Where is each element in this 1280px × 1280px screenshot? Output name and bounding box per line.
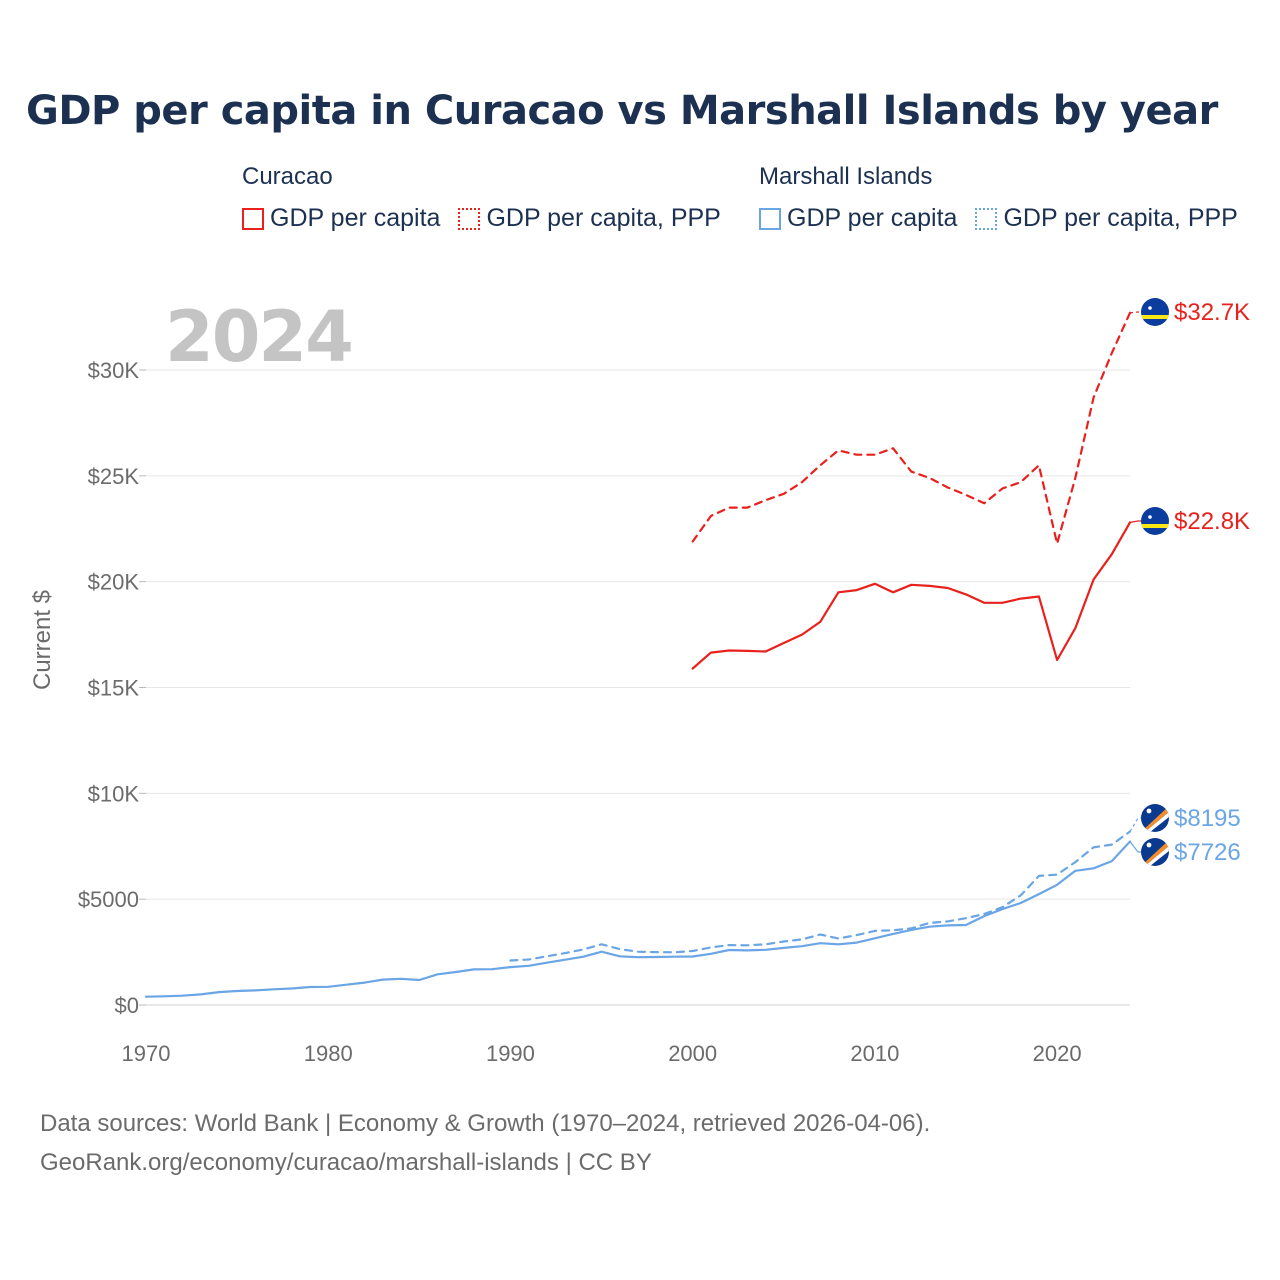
end-value-label: $32.7K <box>1174 299 1250 326</box>
y-tick-label: $30K <box>88 358 140 383</box>
footer: Data sources: World Bank | Economy & Gro… <box>40 1104 930 1182</box>
end-label-leader <box>1129 817 1141 832</box>
marshall-islands-flag-icon <box>1141 804 1169 832</box>
y-tick-label: $25K <box>88 464 140 489</box>
legend-item-marshall-gdp[interactable]: GDP per capita <box>759 204 957 233</box>
chart-title: GDP per capita in Curacao vs Marshall Is… <box>26 88 1218 134</box>
end-value-label: $22.8K <box>1174 508 1250 535</box>
series-line-marshall-islands-gdp-per-capita-ppp[interactable] <box>509 830 1132 962</box>
legend-item-label: GDP per capita, PPP <box>486 204 721 232</box>
legend-item-label: GDP per capita, PPP <box>1003 204 1238 232</box>
end-label-leader <box>1129 520 1141 523</box>
legend-group-label: Curacao <box>242 163 333 190</box>
y-axis-label: Current $ <box>29 590 56 690</box>
marshall-islands-flag-icon <box>1141 838 1169 866</box>
y-tick-label: $20K <box>88 570 140 595</box>
legend-item-curacao-gdp[interactable]: GDP per capita <box>242 204 440 233</box>
end-label-layer: $32.7K $22.8K $8195 $7726 <box>1129 299 1250 866</box>
grid-layer: $0 $5000 $10K $15K $20K $25K $30K 1970 1980 1990 2… <box>78 358 1130 1066</box>
series-layer <box>144 311 1132 998</box>
legend-item-marshall-gdp-ppp[interactable]: GDP per capita, PPP <box>975 204 1238 233</box>
legend-swatch-solid <box>759 207 781 230</box>
x-tick-label: 1980 <box>304 1041 353 1066</box>
legend-swatch-dotted <box>975 207 998 230</box>
legend-swatch-solid <box>242 207 264 230</box>
end-value-label: $8195 <box>1174 805 1241 832</box>
x-tick-label: 2020 <box>1033 1041 1082 1066</box>
legend-item-curacao-gdp-ppp[interactable]: GDP per capita, PPP <box>458 204 721 233</box>
y-tick-label: $10K <box>88 781 140 806</box>
end-value-label: $7726 <box>1174 839 1241 866</box>
data-sources-text: Data sources: World Bank | Economy & Gro… <box>40 1110 931 1137</box>
legend-marshall-islands: Marshall Islands GDP per capita GDP per … <box>759 160 1238 233</box>
series-line-curacao-gdp-per-capita[interactable] <box>691 521 1132 670</box>
y-tick-label: $5000 <box>78 887 139 912</box>
series-line-curacao-gdp-per-capita-ppp[interactable] <box>691 311 1132 545</box>
end-label-leader <box>1129 311 1141 314</box>
x-tick-label: 2000 <box>668 1041 717 1066</box>
legend-group-label: Marshall Islands <box>759 163 933 190</box>
y-tick-label: $0 <box>115 993 139 1018</box>
legend-item-label: GDP per capita <box>270 204 441 232</box>
source-url-text: GeoRank.org/economy/curacao/marshall-isl… <box>40 1149 652 1176</box>
year-watermark: 2024 <box>165 296 354 378</box>
series-line-marshall-islands-gdp-per-capita[interactable] <box>144 840 1132 998</box>
legend-swatch-dotted <box>458 207 481 230</box>
x-tick-label: 2010 <box>850 1041 899 1066</box>
legend-curacao: Curacao GDP per capita GDP per capita, P… <box>242 160 721 233</box>
end-label-leader <box>1129 841 1141 853</box>
curacao-flag-icon <box>1141 507 1169 535</box>
x-tick-label: 1990 <box>486 1041 535 1066</box>
curacao-flag-icon <box>1141 298 1169 326</box>
x-tick-label: 1970 <box>122 1041 171 1066</box>
y-tick-label: $15K <box>88 676 140 701</box>
legend-item-label: GDP per capita <box>787 204 958 232</box>
